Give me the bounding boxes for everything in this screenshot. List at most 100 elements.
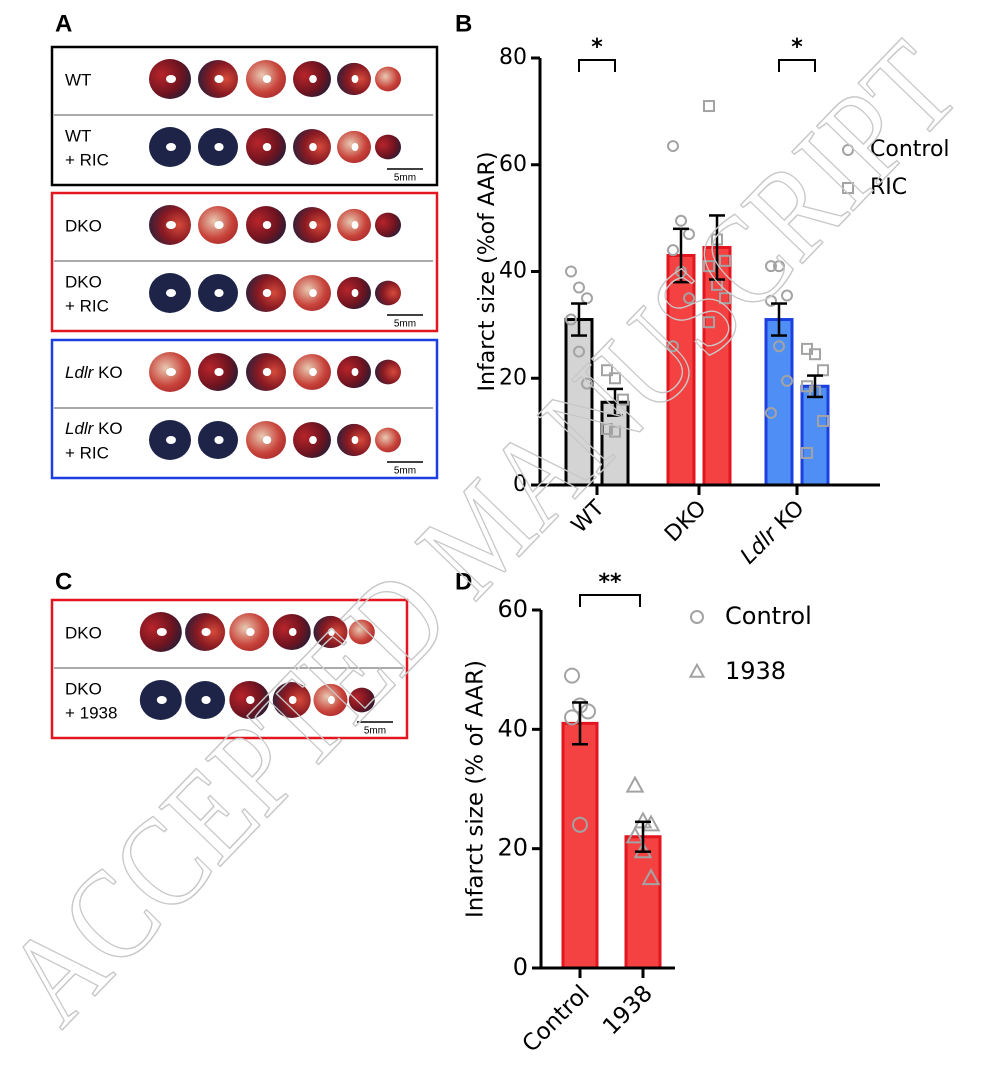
row-label: Ldlr KO <box>65 419 123 438</box>
slice-lumen <box>166 289 176 297</box>
data-point <box>609 425 621 438</box>
x-tick-label: DKO <box>660 496 711 547</box>
data-point <box>765 406 777 419</box>
data-point <box>625 826 645 844</box>
data-point <box>641 868 661 886</box>
slice-lumen <box>214 143 224 151</box>
row-label: Ldlr KO <box>65 363 123 382</box>
row-label: + RIC <box>65 443 109 462</box>
slice-lumen <box>246 696 255 704</box>
slice-lumen <box>214 436 224 444</box>
row-label: WT <box>65 70 91 89</box>
y-tick-label: 40 <box>497 714 528 742</box>
bar <box>764 318 794 487</box>
y-tick-label: 0 <box>513 472 527 497</box>
slice-lumen <box>156 696 167 704</box>
y-axis-label: Infarct size (%of AAR) <box>475 152 500 392</box>
slice-lumen <box>166 436 176 444</box>
slice-lumen <box>262 368 272 376</box>
slice-lumen <box>262 143 272 151</box>
significance-bracket <box>578 59 616 72</box>
data-point <box>719 292 731 305</box>
slice-lumen <box>309 289 317 297</box>
x-tick-label: Ldlr KO <box>736 496 809 569</box>
data-point <box>765 260 777 273</box>
data-point <box>781 374 793 387</box>
data-point <box>781 289 793 302</box>
data-point <box>625 775 645 793</box>
row-label: + RIC <box>65 150 109 169</box>
data-point <box>842 144 854 156</box>
bar <box>561 721 599 970</box>
significance-bracket <box>778 59 816 72</box>
panel-label: D <box>455 568 472 595</box>
y-tick-label: 20 <box>497 834 528 862</box>
significance-label: * <box>791 35 803 60</box>
y-tick-label: 0 <box>513 953 528 981</box>
legend-label: 1938 <box>725 657 786 685</box>
scale-label: 5mm <box>364 726 386 737</box>
data-point <box>842 182 854 194</box>
data-point <box>703 100 715 113</box>
slice-lumen <box>309 143 317 151</box>
slice-lumen <box>166 368 176 376</box>
data-point <box>690 610 704 624</box>
y-tick-label: 60 <box>499 152 527 177</box>
data-point <box>801 446 813 459</box>
data-point <box>719 254 731 267</box>
y-tick-label: 60 <box>497 595 528 623</box>
data-point <box>601 422 613 435</box>
y-tick-label: 20 <box>499 365 527 390</box>
data-point <box>641 814 661 832</box>
slice-lumen <box>201 696 211 704</box>
data-point <box>688 662 706 678</box>
slice-lumen <box>309 221 317 229</box>
data-point <box>565 265 577 278</box>
heart-slice <box>375 212 401 238</box>
significance-bracket <box>579 594 641 607</box>
slice-lumen <box>328 628 335 636</box>
slice-lumen <box>351 143 359 151</box>
slice-lumen <box>351 436 359 444</box>
data-point <box>773 260 785 273</box>
scale-label: 5mm <box>394 173 416 184</box>
photo-panel-border <box>50 191 439 333</box>
slice-lumen <box>262 221 272 229</box>
slice-lumen <box>351 289 359 297</box>
data-point <box>565 313 577 326</box>
y-axis-label: Infarct size (% of AAR) <box>463 660 489 918</box>
slice-lumen <box>288 628 297 636</box>
slice-lumen <box>309 75 317 83</box>
row-label: + 1938 <box>65 703 117 722</box>
slice-lumen <box>262 289 272 297</box>
data-point <box>703 260 715 273</box>
slice-lumen <box>201 628 211 636</box>
row-label: DKO <box>65 623 102 642</box>
slice-lumen <box>288 696 297 704</box>
slice-lumen <box>351 75 359 83</box>
data-point <box>601 364 613 377</box>
legend-label: Control <box>870 137 950 162</box>
row-label: DKO <box>65 216 102 235</box>
heart-slice <box>348 619 375 645</box>
slice-lumen <box>262 75 272 83</box>
legend-label: Control <box>725 602 812 630</box>
slice-lumen <box>262 436 272 444</box>
legend-label: RIC <box>870 175 907 200</box>
slice-lumen <box>214 75 224 83</box>
data-point <box>667 140 679 153</box>
data-point <box>765 294 777 307</box>
row-label: DKO <box>65 272 102 291</box>
panel-label: C <box>55 568 72 595</box>
slice-lumen <box>214 221 224 229</box>
panel-label: A <box>55 10 72 37</box>
y-tick-label: 80 <box>499 45 527 70</box>
data-point <box>675 214 687 227</box>
x-tick-label: Control <box>518 980 595 1057</box>
data-point <box>573 281 585 294</box>
slice-lumen <box>166 75 176 83</box>
row-label: + RIC <box>65 296 109 315</box>
data-point <box>564 667 580 684</box>
scale-label: 5mm <box>394 319 416 330</box>
